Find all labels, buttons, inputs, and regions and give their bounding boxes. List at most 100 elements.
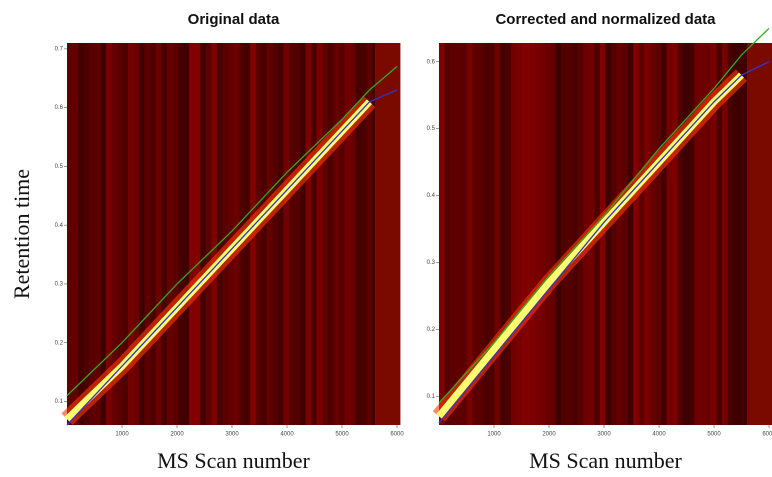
chart-title: Original data [188,11,280,28]
y-tick-label: 0.2 [55,340,64,346]
heat-stripe [472,43,479,425]
heat-stripe [733,43,740,425]
heat-stripe [166,43,173,425]
y-tick-label: 0.6 [55,105,64,111]
y-axis-label: Retention time [9,169,34,299]
heat-stripe [683,43,690,425]
heat-stripe [605,43,612,425]
heat-stripe [522,43,529,425]
heat-stripe [661,43,668,425]
heat-stripe [355,43,362,425]
heat-stripe [633,43,640,425]
x-axis-label: MS Scan number [157,448,310,473]
heat-stripe [677,43,684,425]
heat-stripe [450,43,457,425]
heat-stripe [338,43,345,425]
x-tick-label: 6000 [390,432,404,438]
y-tick-label: 0.5 [427,126,436,132]
heat-stripe [516,43,523,425]
heat-stripe [722,43,729,425]
heat-stripe [133,43,140,425]
fit-line [438,27,770,404]
heat-stripe [289,43,296,425]
heat-stripe [439,43,446,425]
heat-stripe [172,43,179,425]
heat-stripe [294,43,301,425]
y-tick-label: 0.6 [427,59,436,65]
heat-stripe [649,43,656,425]
heat-stripe [89,43,96,425]
heat-stripe [538,43,545,425]
x-tick-label: 4000 [652,432,666,438]
heat-stripe [738,43,745,425]
x-tick-label: 3000 [597,432,611,438]
heat-stripe [655,43,662,425]
heat-stripe [100,43,107,425]
heat-stripe [211,43,218,425]
heat-stripe [611,43,618,425]
heat-stripe [688,43,695,425]
y-tick-label: 0.3 [427,260,436,266]
heat-stripe [477,43,484,425]
heat-stripe [283,43,290,425]
heat-stripe [255,43,262,425]
x-tick-label: 1000 [487,432,501,438]
y-tick-label: 0.1 [427,394,436,400]
x-tick-label: 6000 [762,432,772,438]
y-tick-label: 0.7 [55,46,64,52]
chart-title: Corrected and normalized data [495,11,716,28]
heat-stripe [550,43,557,425]
y-tick-label: 0.5 [55,164,64,170]
heat-stripe [350,43,357,425]
heat-stripe [261,43,268,425]
heat-stripe [333,43,340,425]
heat-stripe [483,43,490,425]
heat-stripe [561,43,568,425]
heat-block [747,43,772,425]
heat-stripe [533,43,540,425]
heat-stripe [277,43,284,425]
x-tick-label: 4000 [280,432,294,438]
heat-stripe [205,43,212,425]
heat-stripe [72,43,79,425]
heat-block [375,43,400,425]
heat-stripe [183,43,190,425]
heat-stripe [327,43,334,425]
heat-stripe [466,43,473,425]
heat-stripe [444,43,451,425]
heat-stripe [150,43,157,425]
heat-stripe [116,43,123,425]
x-tick-label: 2000 [170,432,184,438]
heat-stripe [527,43,534,425]
heat-stripe [178,43,185,425]
y-tick-label: 0.2 [427,327,436,333]
heat-stripe [189,43,196,425]
y-tick-label: 0.4 [55,223,64,229]
heat-stripe [222,43,229,425]
heat-stripe [666,43,673,425]
x-tick-label: 1000 [115,432,129,438]
heat-stripe [78,43,85,425]
heat-stripe [622,43,629,425]
heat-stripe [500,43,507,425]
heat-stripe [566,43,573,425]
heat-stripe [83,43,90,425]
y-tick-label: 0.4 [427,193,436,199]
heat-stripe [638,43,645,425]
heat-stripe [194,43,201,425]
heat-stripe [305,43,312,425]
x-tick-label: 2000 [542,432,556,438]
heat-stripe [67,43,74,425]
heat-stripe [272,43,279,425]
fit-line [66,66,398,397]
x-axis-label: MS Scan number [529,448,682,473]
heat-stripe [511,43,518,425]
heat-stripe [699,43,706,425]
heat-stripe [161,43,168,425]
heat-stripe [555,43,562,425]
heat-stripe [122,43,129,425]
heat-stripe [155,43,162,425]
heat-stripe [494,43,501,425]
